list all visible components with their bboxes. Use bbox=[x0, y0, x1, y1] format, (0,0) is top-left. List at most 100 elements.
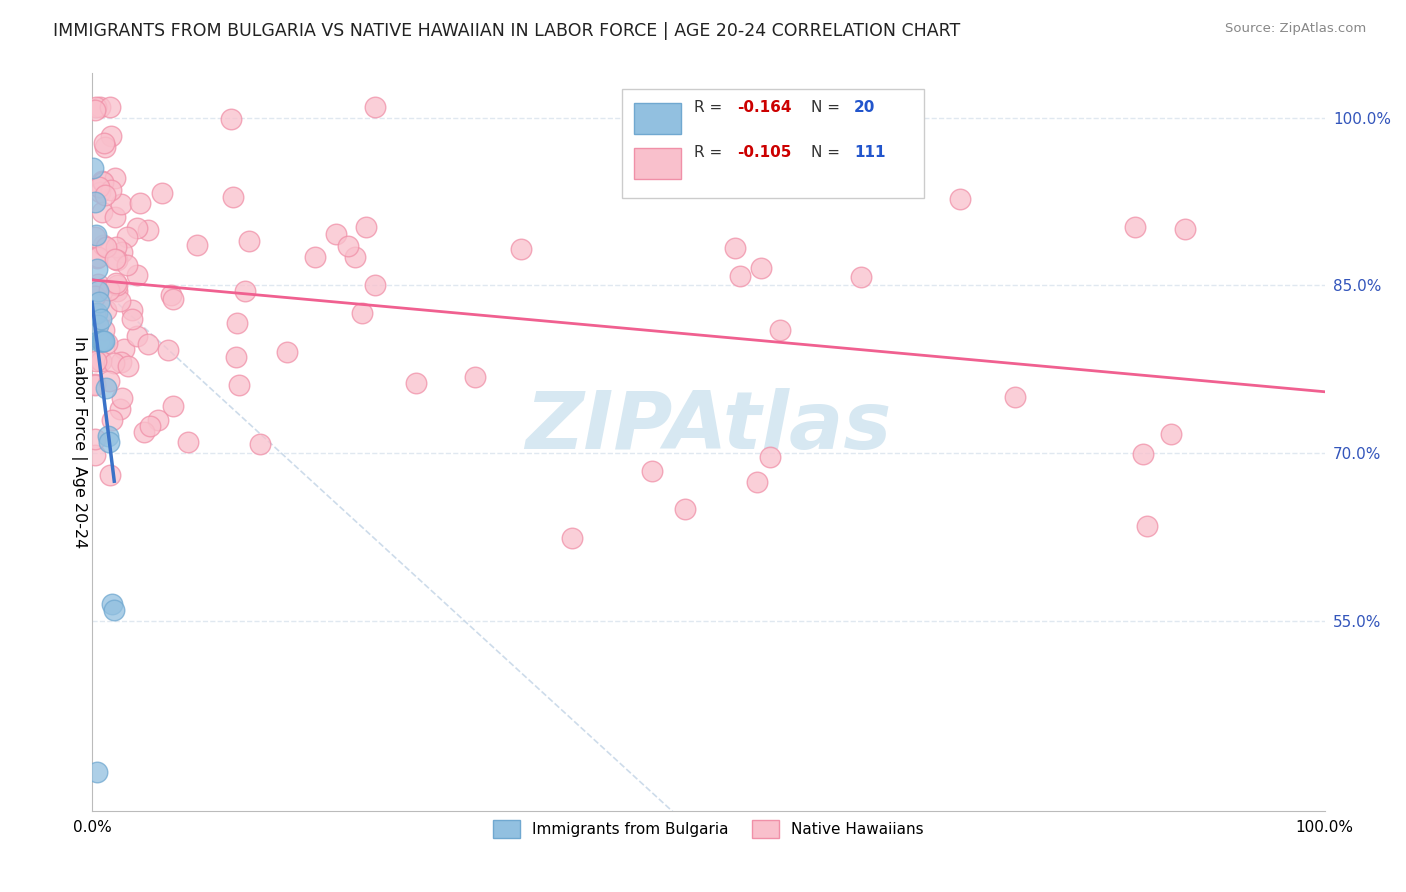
Point bbox=[90, 312, 112, 326]
Point bbox=[177, 435, 200, 450]
Point bbox=[354, 220, 377, 235]
Point bbox=[87, 284, 110, 298]
Point bbox=[84, 432, 107, 446]
Point bbox=[84, 99, 107, 113]
Point bbox=[136, 336, 159, 351]
Point bbox=[325, 227, 347, 242]
Point bbox=[139, 418, 162, 433]
Point bbox=[747, 475, 769, 489]
Point bbox=[849, 270, 872, 285]
Point bbox=[86, 306, 108, 320]
Point bbox=[1004, 390, 1026, 404]
Text: 20: 20 bbox=[853, 100, 875, 115]
Point bbox=[117, 258, 139, 272]
Point bbox=[103, 603, 125, 617]
Point bbox=[87, 250, 110, 264]
Point bbox=[136, 223, 159, 237]
Point bbox=[87, 318, 110, 332]
Text: R =: R = bbox=[693, 145, 727, 161]
Point bbox=[105, 284, 128, 298]
Point bbox=[1160, 426, 1182, 441]
Point bbox=[93, 136, 115, 151]
Point bbox=[759, 450, 782, 464]
Point bbox=[352, 306, 374, 320]
Point bbox=[1132, 447, 1154, 461]
Point bbox=[105, 276, 128, 290]
Point bbox=[225, 316, 247, 330]
Point bbox=[150, 186, 173, 200]
Point bbox=[673, 502, 696, 516]
Point bbox=[93, 334, 115, 349]
Point bbox=[1136, 519, 1159, 533]
Point bbox=[364, 99, 387, 113]
Point bbox=[87, 180, 110, 194]
Point bbox=[97, 429, 120, 443]
Point bbox=[104, 240, 127, 254]
Point bbox=[94, 381, 117, 395]
Text: Source: ZipAtlas.com: Source: ZipAtlas.com bbox=[1226, 22, 1367, 36]
Point bbox=[100, 413, 122, 427]
Point bbox=[730, 269, 752, 284]
Point bbox=[129, 196, 152, 211]
Point bbox=[100, 183, 122, 197]
Text: -0.164: -0.164 bbox=[737, 100, 792, 115]
Point bbox=[101, 597, 124, 611]
Point bbox=[97, 283, 120, 297]
Point bbox=[86, 261, 108, 276]
Bar bbox=[634, 147, 682, 178]
Point bbox=[364, 278, 387, 293]
Point bbox=[91, 334, 114, 349]
Point bbox=[105, 252, 128, 267]
Text: R =: R = bbox=[693, 100, 727, 115]
Point bbox=[100, 468, 122, 483]
Point bbox=[90, 334, 112, 349]
Y-axis label: In Labor Force | Age 20-24: In Labor Force | Age 20-24 bbox=[72, 336, 87, 549]
Point bbox=[91, 175, 114, 189]
Point bbox=[510, 242, 533, 256]
Point bbox=[343, 250, 366, 264]
Point bbox=[84, 103, 107, 117]
Point bbox=[105, 278, 128, 293]
Text: IMMIGRANTS FROM BULGARIA VS NATIVE HAWAIIAN IN LABOR FORCE | AGE 20-24 CORRELATI: IMMIGRANTS FROM BULGARIA VS NATIVE HAWAI… bbox=[53, 22, 960, 40]
Point bbox=[162, 399, 184, 413]
Point bbox=[87, 353, 110, 368]
Point bbox=[104, 252, 127, 266]
Point bbox=[1125, 219, 1147, 234]
Point bbox=[112, 342, 135, 356]
Point bbox=[111, 391, 134, 405]
Point bbox=[98, 435, 121, 450]
Point bbox=[886, 99, 908, 113]
Point bbox=[100, 128, 122, 143]
Point bbox=[83, 378, 105, 392]
Point bbox=[127, 329, 149, 343]
Point bbox=[219, 112, 242, 126]
Point bbox=[90, 204, 112, 219]
Point bbox=[159, 288, 181, 302]
Point bbox=[91, 238, 114, 252]
Point bbox=[104, 210, 127, 224]
Point bbox=[225, 351, 247, 365]
FancyBboxPatch shape bbox=[621, 89, 924, 199]
Point bbox=[82, 161, 104, 175]
Point bbox=[156, 343, 179, 358]
Point bbox=[233, 285, 256, 299]
Point bbox=[90, 174, 112, 188]
Point bbox=[89, 334, 111, 349]
Point bbox=[94, 140, 117, 154]
Text: -0.105: -0.105 bbox=[737, 145, 792, 161]
Point bbox=[117, 230, 139, 244]
Point bbox=[222, 190, 245, 204]
Point bbox=[83, 194, 105, 209]
Point bbox=[110, 196, 132, 211]
Point bbox=[464, 370, 486, 384]
Bar bbox=[634, 103, 682, 135]
Point bbox=[83, 448, 105, 462]
Point bbox=[769, 323, 792, 337]
Point bbox=[83, 307, 105, 321]
Point bbox=[110, 355, 132, 369]
Point bbox=[89, 185, 111, 199]
Point bbox=[1174, 221, 1197, 235]
Point bbox=[336, 239, 359, 253]
Point bbox=[110, 294, 132, 309]
Point bbox=[186, 238, 208, 252]
